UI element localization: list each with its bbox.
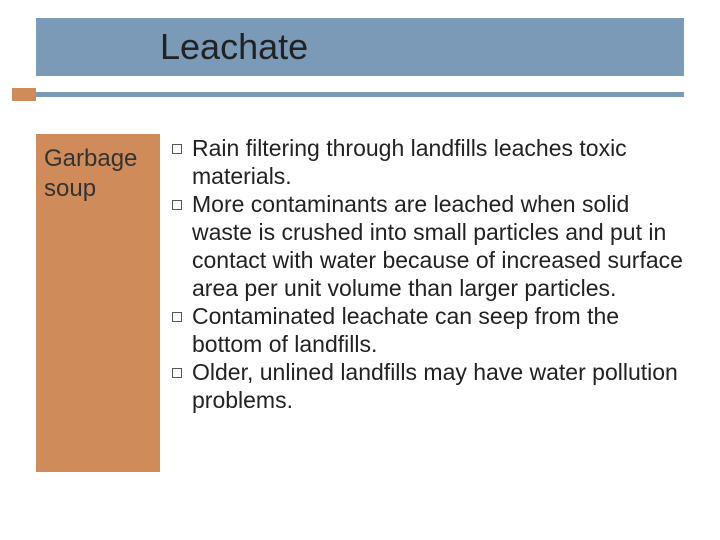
bullet-marker-icon — [172, 200, 182, 210]
bullet-text: Older, unlined landfills may have water … — [192, 358, 692, 414]
bullet-text: More contaminants are leached when solid… — [192, 190, 692, 302]
list-item: More contaminants are leached when solid… — [172, 190, 692, 302]
bullet-marker-icon — [172, 312, 182, 322]
separator-line — [36, 92, 684, 97]
content-area: Rain filtering through landfills leaches… — [172, 134, 692, 414]
list-item: Older, unlined landfills may have water … — [172, 358, 692, 414]
list-item: Contaminated leachate can seep from the … — [172, 302, 692, 358]
bullet-marker-icon — [172, 144, 182, 154]
bullet-marker-icon — [172, 368, 182, 378]
sidebar-box: Garbage soup — [36, 134, 160, 472]
sidebar-text: Garbage soup — [44, 144, 152, 204]
title-bar: Leachate — [36, 18, 684, 76]
accent-square — [12, 88, 36, 101]
slide-title: Leachate — [160, 26, 308, 68]
bullet-text: Rain filtering through landfills leaches… — [192, 134, 692, 190]
bullet-text: Contaminated leachate can seep from the … — [192, 302, 692, 358]
list-item: Rain filtering through landfills leaches… — [172, 134, 692, 190]
